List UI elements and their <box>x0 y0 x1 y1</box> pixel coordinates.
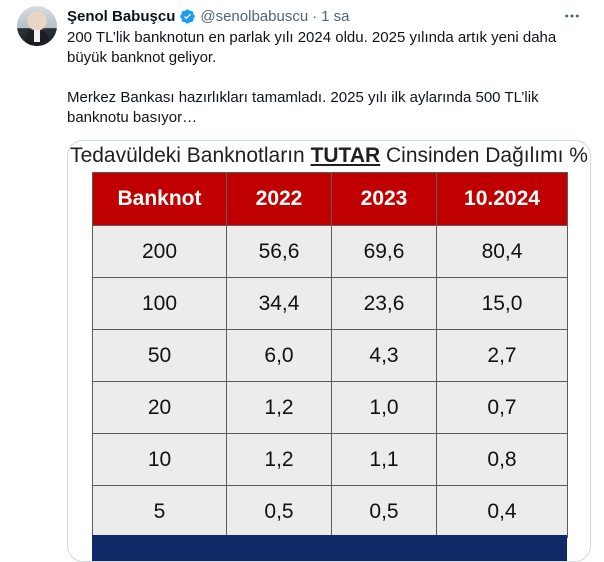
header-2022: 2022 <box>226 172 332 226</box>
table-cell: 1,2 <box>226 381 332 434</box>
tweet-paragraph-1: 200 TL’lik banknotun en parlak yılı 2024… <box>67 29 557 66</box>
table-cell: 1,2 <box>226 433 332 486</box>
table-cell: 200 <box>92 225 227 278</box>
table-row: 100 34,4 23,6 15,0 <box>92 277 568 330</box>
more-icon[interactable] <box>562 6 582 26</box>
table-cell: 10 <box>92 433 227 486</box>
table-cell: 0,7 <box>436 381 568 434</box>
header-2023: 2023 <box>331 172 437 226</box>
table-cell: 5 <box>92 485 227 538</box>
table-cell: 0,8 <box>436 433 568 486</box>
table-cell: 80,4 <box>436 225 568 278</box>
table-cell: 100 <box>92 277 227 330</box>
table-footer-bar <box>92 535 567 561</box>
ellipsis-icon <box>565 14 579 18</box>
table-title: Tedavüldeki Banknotların TUTAR Cinsinden… <box>68 144 590 168</box>
table-title-prefix: Tedavüldeki Banknotların <box>70 144 311 167</box>
table-header-row: Banknot 2022 2023 10.2024 <box>92 172 568 226</box>
table-cell: 20 <box>92 381 227 434</box>
table-cell: 0,5 <box>331 485 437 538</box>
header-10-2024: 10.2024 <box>436 172 568 226</box>
table-row: 10 1,2 1,1 0,8 <box>92 433 568 486</box>
table-cell: 4,3 <box>331 329 437 382</box>
table-cell: 1,0 <box>331 381 437 434</box>
avatar-shirt <box>34 30 40 42</box>
table-row: 20 1,2 1,0 0,7 <box>92 381 568 434</box>
table-cell: 0,5 <box>226 485 332 538</box>
header-banknot: Banknot <box>92 172 227 226</box>
tweet-header: Şenol Babuşcu @senolbabuscu · 1 sa <box>67 6 350 26</box>
tweet-media-image[interactable]: Tedavüldeki Banknotların TUTAR Cinsinden… <box>67 140 591 562</box>
table-cell: 50 <box>92 329 227 382</box>
table-cell: 34,4 <box>226 277 332 330</box>
table-cell: 56,6 <box>226 225 332 278</box>
table-cell: 69,6 <box>331 225 437 278</box>
author-name[interactable]: Şenol Babuşcu <box>67 7 176 25</box>
table-row: 200 56,6 69,6 80,4 <box>92 225 568 278</box>
table-title-emphasis: TUTAR <box>310 144 381 167</box>
tweet-paragraph-2: Merkez Bankası hazırlıkları tamamladı. 2… <box>67 89 539 126</box>
tweet-timestamp[interactable]: 1 sa <box>321 7 350 25</box>
verified-badge-icon <box>180 9 196 23</box>
table-cell: 0,4 <box>436 485 568 538</box>
table-cell: 6,0 <box>226 329 332 382</box>
separator-dot: · <box>312 7 318 25</box>
tweet-text: 200 TL’lik banknotun en parlak yılı 2024… <box>67 28 587 148</box>
table-cell: 2,7 <box>436 329 568 382</box>
table-cell: 15,0 <box>436 277 568 330</box>
author-handle[interactable]: @senolbabuscu <box>200 7 309 25</box>
banknote-table: Banknot 2022 2023 10.2024 200 56,6 69,6 … <box>92 172 568 538</box>
table-row: 5 0,5 0,5 0,4 <box>92 485 568 538</box>
table-title-suffix: Cinsinden Dağılımı % <box>380 144 588 167</box>
avatar[interactable] <box>17 6 57 46</box>
table-cell: 23,6 <box>331 277 437 330</box>
table-cell: 1,1 <box>331 433 437 486</box>
table-row: 50 6,0 4,3 2,7 <box>92 329 568 382</box>
